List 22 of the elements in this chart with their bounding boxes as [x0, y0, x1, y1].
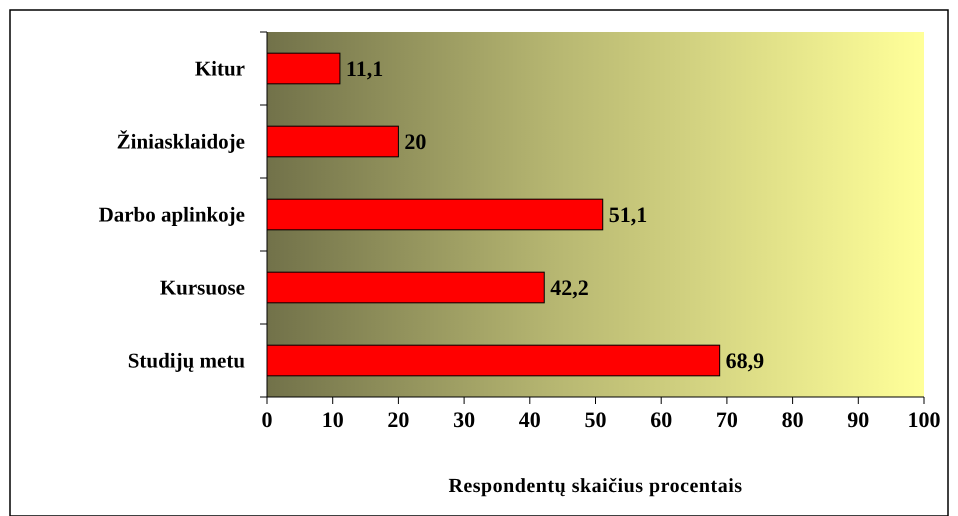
data-label: 68,9 — [726, 348, 764, 373]
x-tick-label: 100 — [908, 407, 940, 432]
y-tick-label: Žiniasklaidoje — [116, 130, 245, 154]
x-axis-title: Respondentų skaičius procentais — [448, 475, 743, 497]
x-tick-label: 80 — [782, 407, 804, 432]
x-tick-label: 30 — [453, 407, 476, 432]
x-tick-label: 70 — [716, 407, 738, 432]
y-tick-label: Kursuose — [160, 276, 245, 300]
y-tick-label: Darbo aplinkoje — [98, 202, 245, 226]
x-tick-label: 20 — [387, 407, 410, 432]
data-label: 51,1 — [608, 202, 648, 227]
x-tick-label: 90 — [847, 407, 870, 432]
x-tick-label: 60 — [650, 407, 672, 432]
x-tick-label: 50 — [584, 407, 606, 432]
data-label: 42,2 — [550, 275, 589, 300]
x-tick-label: 10 — [322, 407, 344, 432]
data-label: 20 — [404, 129, 426, 154]
data-label: 11,1 — [346, 56, 384, 81]
y-tick-label: Studijų metu — [128, 348, 246, 372]
x-tick-label: 40 — [518, 407, 541, 432]
y-tick-label: Kitur — [194, 56, 245, 80]
x-tick-label: 0 — [262, 407, 272, 432]
